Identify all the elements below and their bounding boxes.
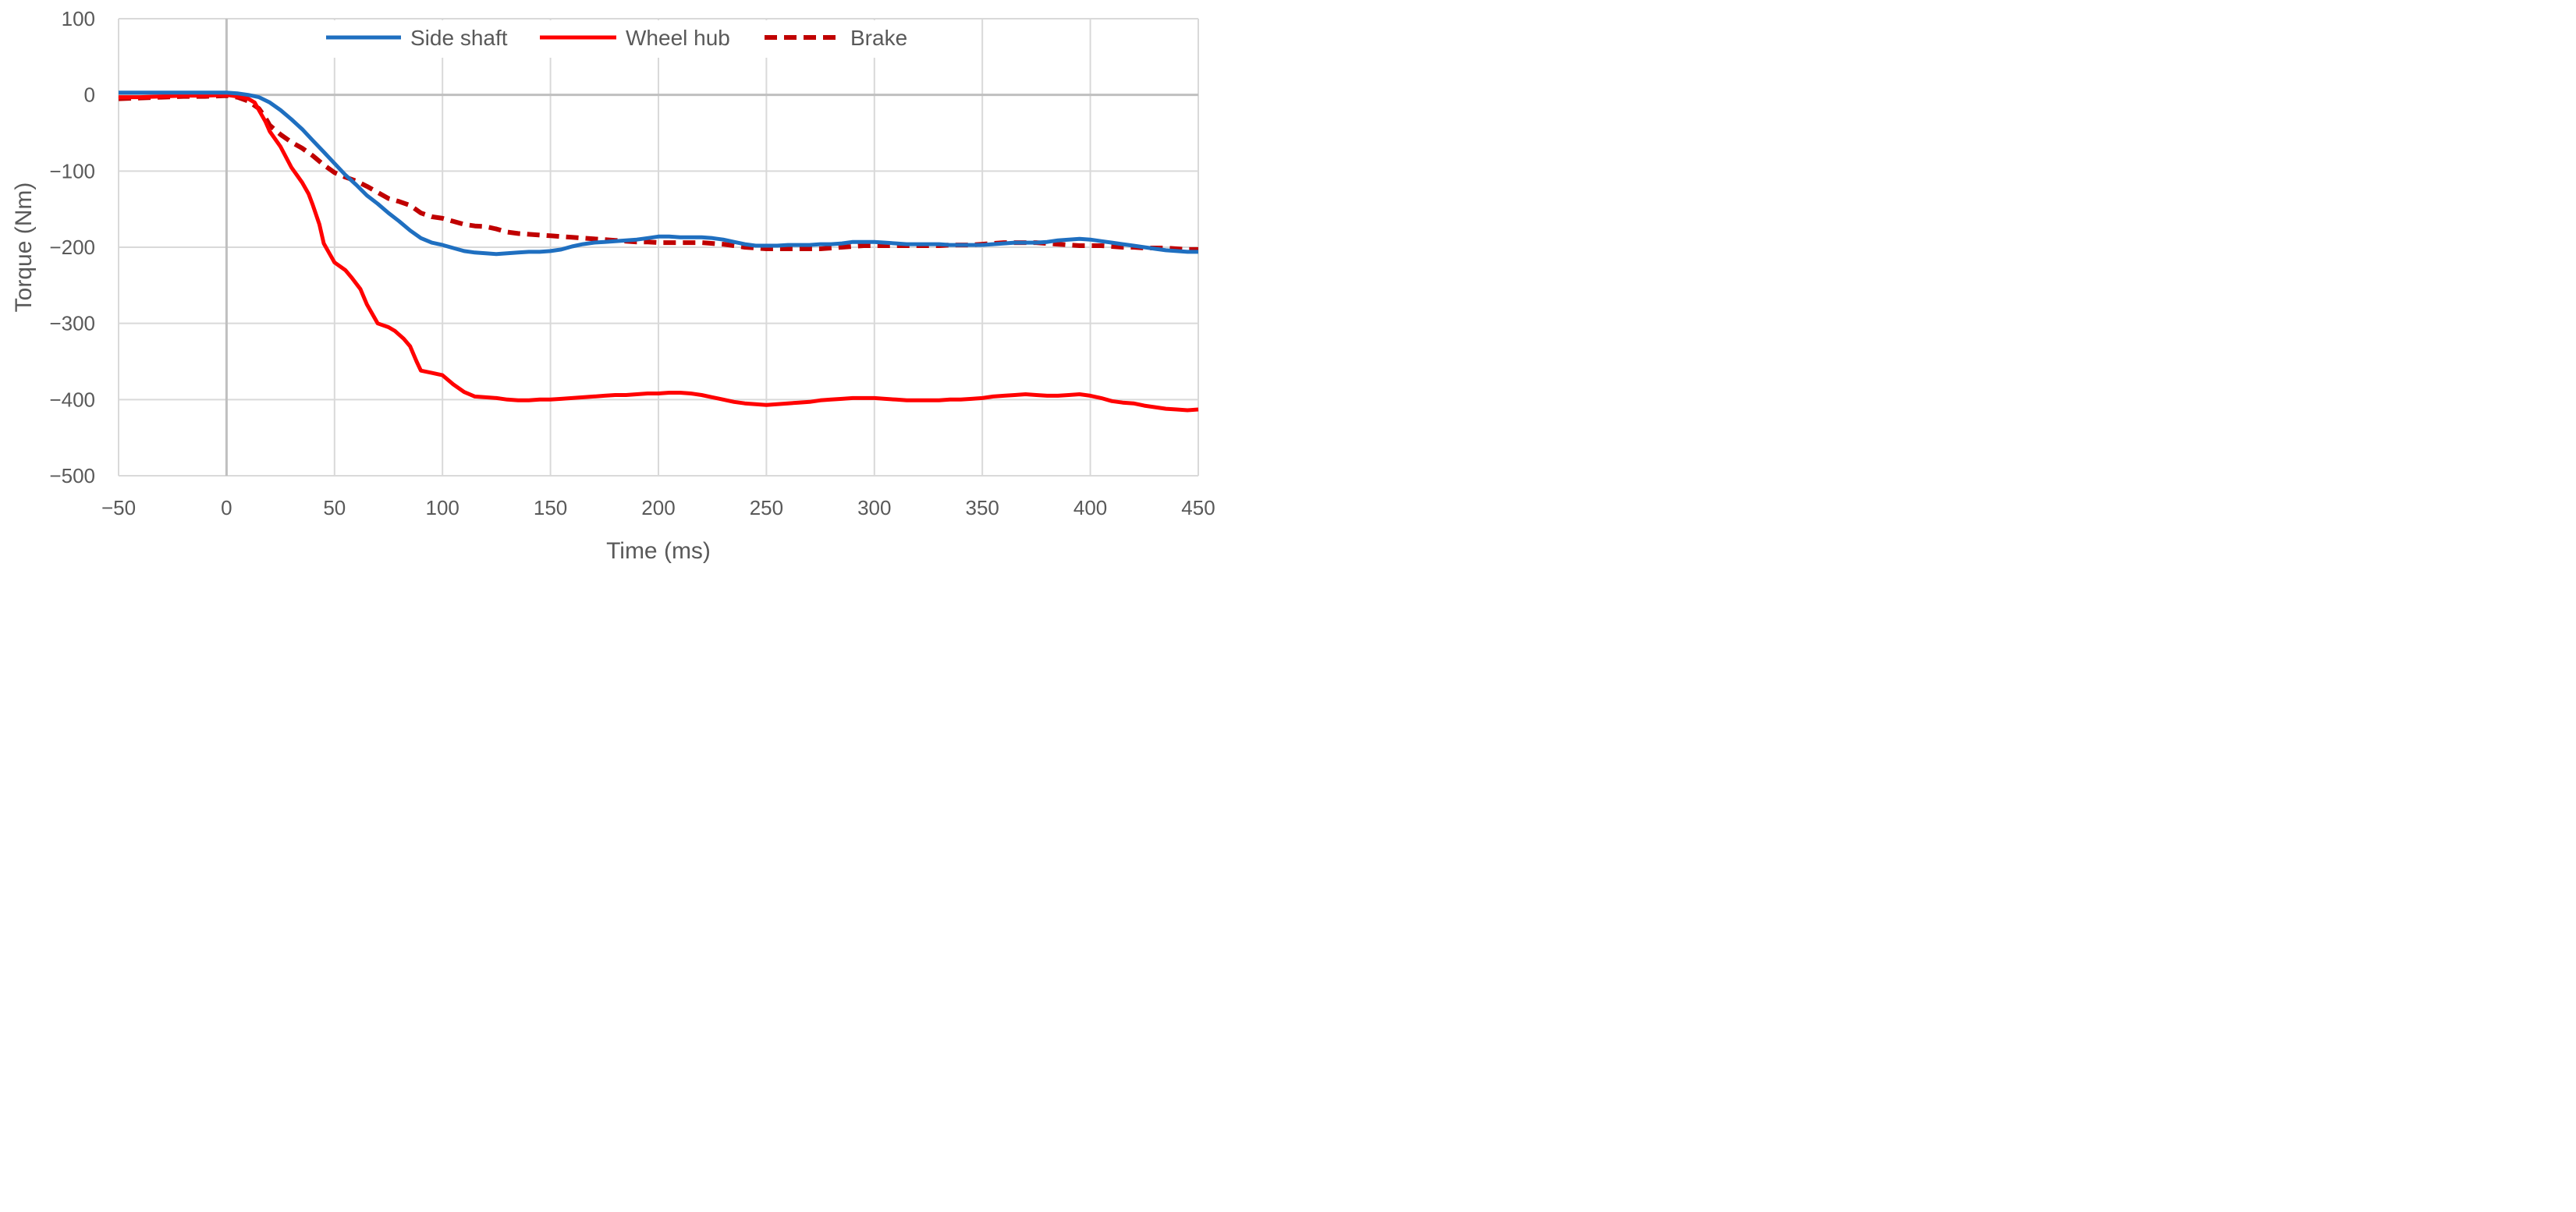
legend-label: Side shaft [410, 26, 508, 50]
y-tick-label: −400 [49, 388, 95, 411]
x-tick-label: 250 [750, 496, 783, 519]
y-tick-label: −100 [49, 159, 95, 183]
gridlines [118, 18, 1199, 477]
x-tick-label: −50 [101, 496, 136, 519]
y-tick-label: −300 [49, 312, 95, 335]
y-tick-label: −500 [49, 464, 95, 487]
x-tick-label: 150 [534, 496, 567, 519]
legend-label: Brake [850, 26, 907, 50]
x-tick-label: 50 [323, 496, 346, 519]
series-line-wheel-hub [119, 93, 1199, 413]
legend: Side shaft Wheel hub Brake [289, 20, 933, 58]
legend-label: Wheel hub [626, 26, 730, 50]
y-tick-label: 100 [62, 7, 95, 30]
chart-container: −500 −400 −300 −200 −100 0 100 −50 0 50 100 150 200 2… [0, 0, 1223, 576]
x-tick-label: 300 [857, 496, 891, 519]
x-tick-label: 100 [426, 496, 459, 519]
y-tick-label: 0 [84, 83, 95, 107]
series-line-side-shaft [119, 90, 1198, 257]
y-tick-label: −200 [49, 236, 95, 259]
x-tick-label: 0 [221, 496, 232, 519]
x-tick-label: 350 [966, 496, 999, 519]
series-lines [118, 90, 1199, 413]
y-axis-title: Torque (Nm) [11, 183, 37, 313]
x-tick-label: 200 [641, 496, 675, 519]
x-tick-label: 400 [1073, 496, 1107, 519]
x-tick-label: 450 [1181, 496, 1215, 519]
x-axis-title: Time (ms) [606, 538, 711, 564]
